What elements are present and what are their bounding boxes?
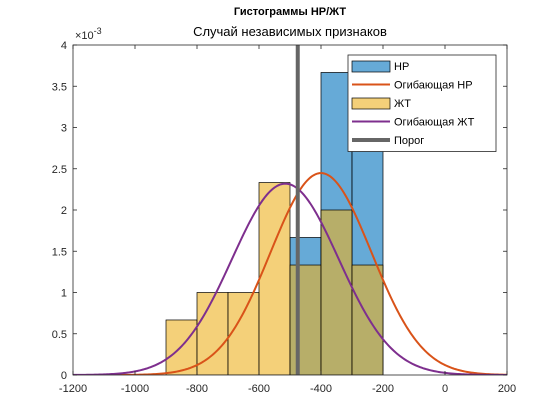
histogram-bar-zht-2 [227, 292, 260, 375]
y-tick-label: 0.5 [52, 329, 67, 341]
legend: НР Огибающая НР ЖТ Огибающая ЖТ Порог [347, 54, 497, 152]
histogram-bar-zht-3 [258, 182, 291, 375]
legend-label-envelope-hp: Огибающая НР [394, 80, 473, 92]
y-tick-label: 2.5 [52, 164, 67, 176]
envelope-curve-hp [73, 172, 507, 375]
y-tick-label: 2 [61, 205, 67, 217]
x-tick-label: -1000 [121, 383, 149, 395]
x-tick-label: 200 [498, 383, 516, 395]
legend-label-zht: ЖТ [394, 98, 411, 110]
legend-label-threshold: Порог [394, 135, 424, 147]
y-tick-label: 1 [61, 288, 67, 300]
chart-title: Гистограммы НР/ЖТ [234, 6, 346, 18]
legend-swatch-zht [351, 97, 391, 110]
y-tick-label: 3.5 [52, 81, 67, 93]
legend-label-envelope-zht: Огибающая ЖТ [394, 117, 475, 129]
x-tick-label: -1200 [59, 383, 87, 395]
y-tick-label: 3 [61, 123, 67, 135]
y-tick-label: 4 [61, 40, 67, 52]
chart-subtitle: Случай независимых признаков [193, 24, 387, 39]
y-exponent-value: -3 [94, 26, 102, 36]
x-tick-label: -400 [310, 383, 332, 395]
legend-label-hp: НР [394, 61, 409, 73]
x-tick-label: 0 [442, 383, 448, 395]
axes: -1200 -1000 -800 -600 -400 -200 0 200 0 0.5 1 1.5 2 2… [52, 26, 516, 395]
histogram-bar-zht-4 [289, 264, 322, 375]
histogram-bar-zht-6 [351, 264, 384, 375]
envelope-curve-zht [73, 182, 507, 375]
y-tick-label: 1.5 [52, 246, 67, 258]
x-tick-label: -200 [372, 383, 394, 395]
legend-swatch-hp [351, 60, 391, 73]
histogram-bar-zht-5 [320, 209, 353, 375]
y-tick-label: 0 [61, 370, 67, 382]
x-tick-label: -600 [248, 383, 270, 395]
y-exponent-label: ×10-3 [75, 26, 102, 42]
x-tick-label: -800 [186, 383, 208, 395]
